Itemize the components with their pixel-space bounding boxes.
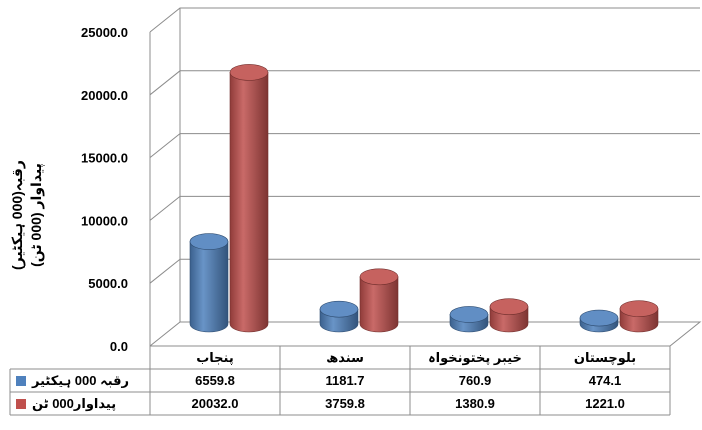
y-axis-ticks: 0.0 5000.0 10000.0 15000.0 20000.0 25000.0 <box>81 25 128 354</box>
gridline <box>149 258 700 284</box>
legend-key <box>16 376 26 386</box>
gridline <box>149 195 700 221</box>
table-cell: 1181.7 <box>325 373 364 388</box>
table-cell: 3759.8 <box>325 396 365 411</box>
table-cell: 20032.0 <box>192 396 239 411</box>
bar-body <box>229 72 269 333</box>
bar-top <box>579 309 619 327</box>
y-tick-label: 10000.0 <box>81 213 128 228</box>
bar-body <box>189 241 229 333</box>
gridline <box>149 7 700 33</box>
bar-top <box>449 306 489 323</box>
x-category-label: پنجاب <box>196 350 234 365</box>
x-category-label: خیبر پختونخواہ <box>428 350 522 365</box>
y-axis-title-line2: پیداوار (000 ٹن) <box>28 163 45 267</box>
data-table: پنجاب سندھ خیبر پختونخواہ بلوچستان رقبہ 000 … <box>9 346 671 416</box>
bar-top <box>319 300 359 318</box>
y-axis-title: رقبہ(000 ہیکٹیر) پیداوار (000 ٹن) <box>9 160 45 270</box>
table-cell: 760.9 <box>459 373 492 388</box>
y-axis-title-line1: رقبہ(000 ہیکٹیر) <box>9 160 26 270</box>
bars <box>189 64 659 333</box>
bar-top <box>489 298 529 315</box>
legend-label: رقبہ 000 ہیکٹیر <box>31 373 129 388</box>
bar-top <box>619 300 659 317</box>
gridlines <box>149 7 700 284</box>
bar <box>189 233 229 333</box>
left-wall-edge <box>149 8 181 347</box>
bar-body <box>359 276 399 333</box>
bar <box>319 300 359 333</box>
bar <box>359 268 399 333</box>
bar <box>489 298 529 333</box>
y-tick-label: 5000.0 <box>88 276 128 291</box>
bar-top <box>229 64 269 81</box>
y-tick-label: 0.0 <box>110 339 128 354</box>
bar <box>619 300 659 333</box>
y-tick-label: 15000.0 <box>81 151 128 166</box>
gridline <box>149 133 700 158</box>
table-cell: 1380.9 <box>455 396 495 411</box>
y-tick-label: 25000.0 <box>81 25 128 40</box>
y-tick-label: 20000.0 <box>81 88 128 103</box>
table-cell: 1221.0 <box>585 396 625 411</box>
table-cell: 6559.8 <box>195 373 235 388</box>
bar <box>449 306 489 333</box>
bar <box>229 64 269 333</box>
x-category-label: بلوچستان <box>574 350 636 365</box>
x-category-label: سندھ <box>326 350 364 365</box>
bar-top <box>359 268 399 286</box>
gridline <box>149 70 700 96</box>
bar-top <box>189 233 229 250</box>
bar <box>579 309 619 333</box>
legend-key <box>16 399 26 409</box>
table-cell: 474.1 <box>589 373 622 388</box>
legend-label: پیداوار000 ٹن <box>32 396 116 411</box>
